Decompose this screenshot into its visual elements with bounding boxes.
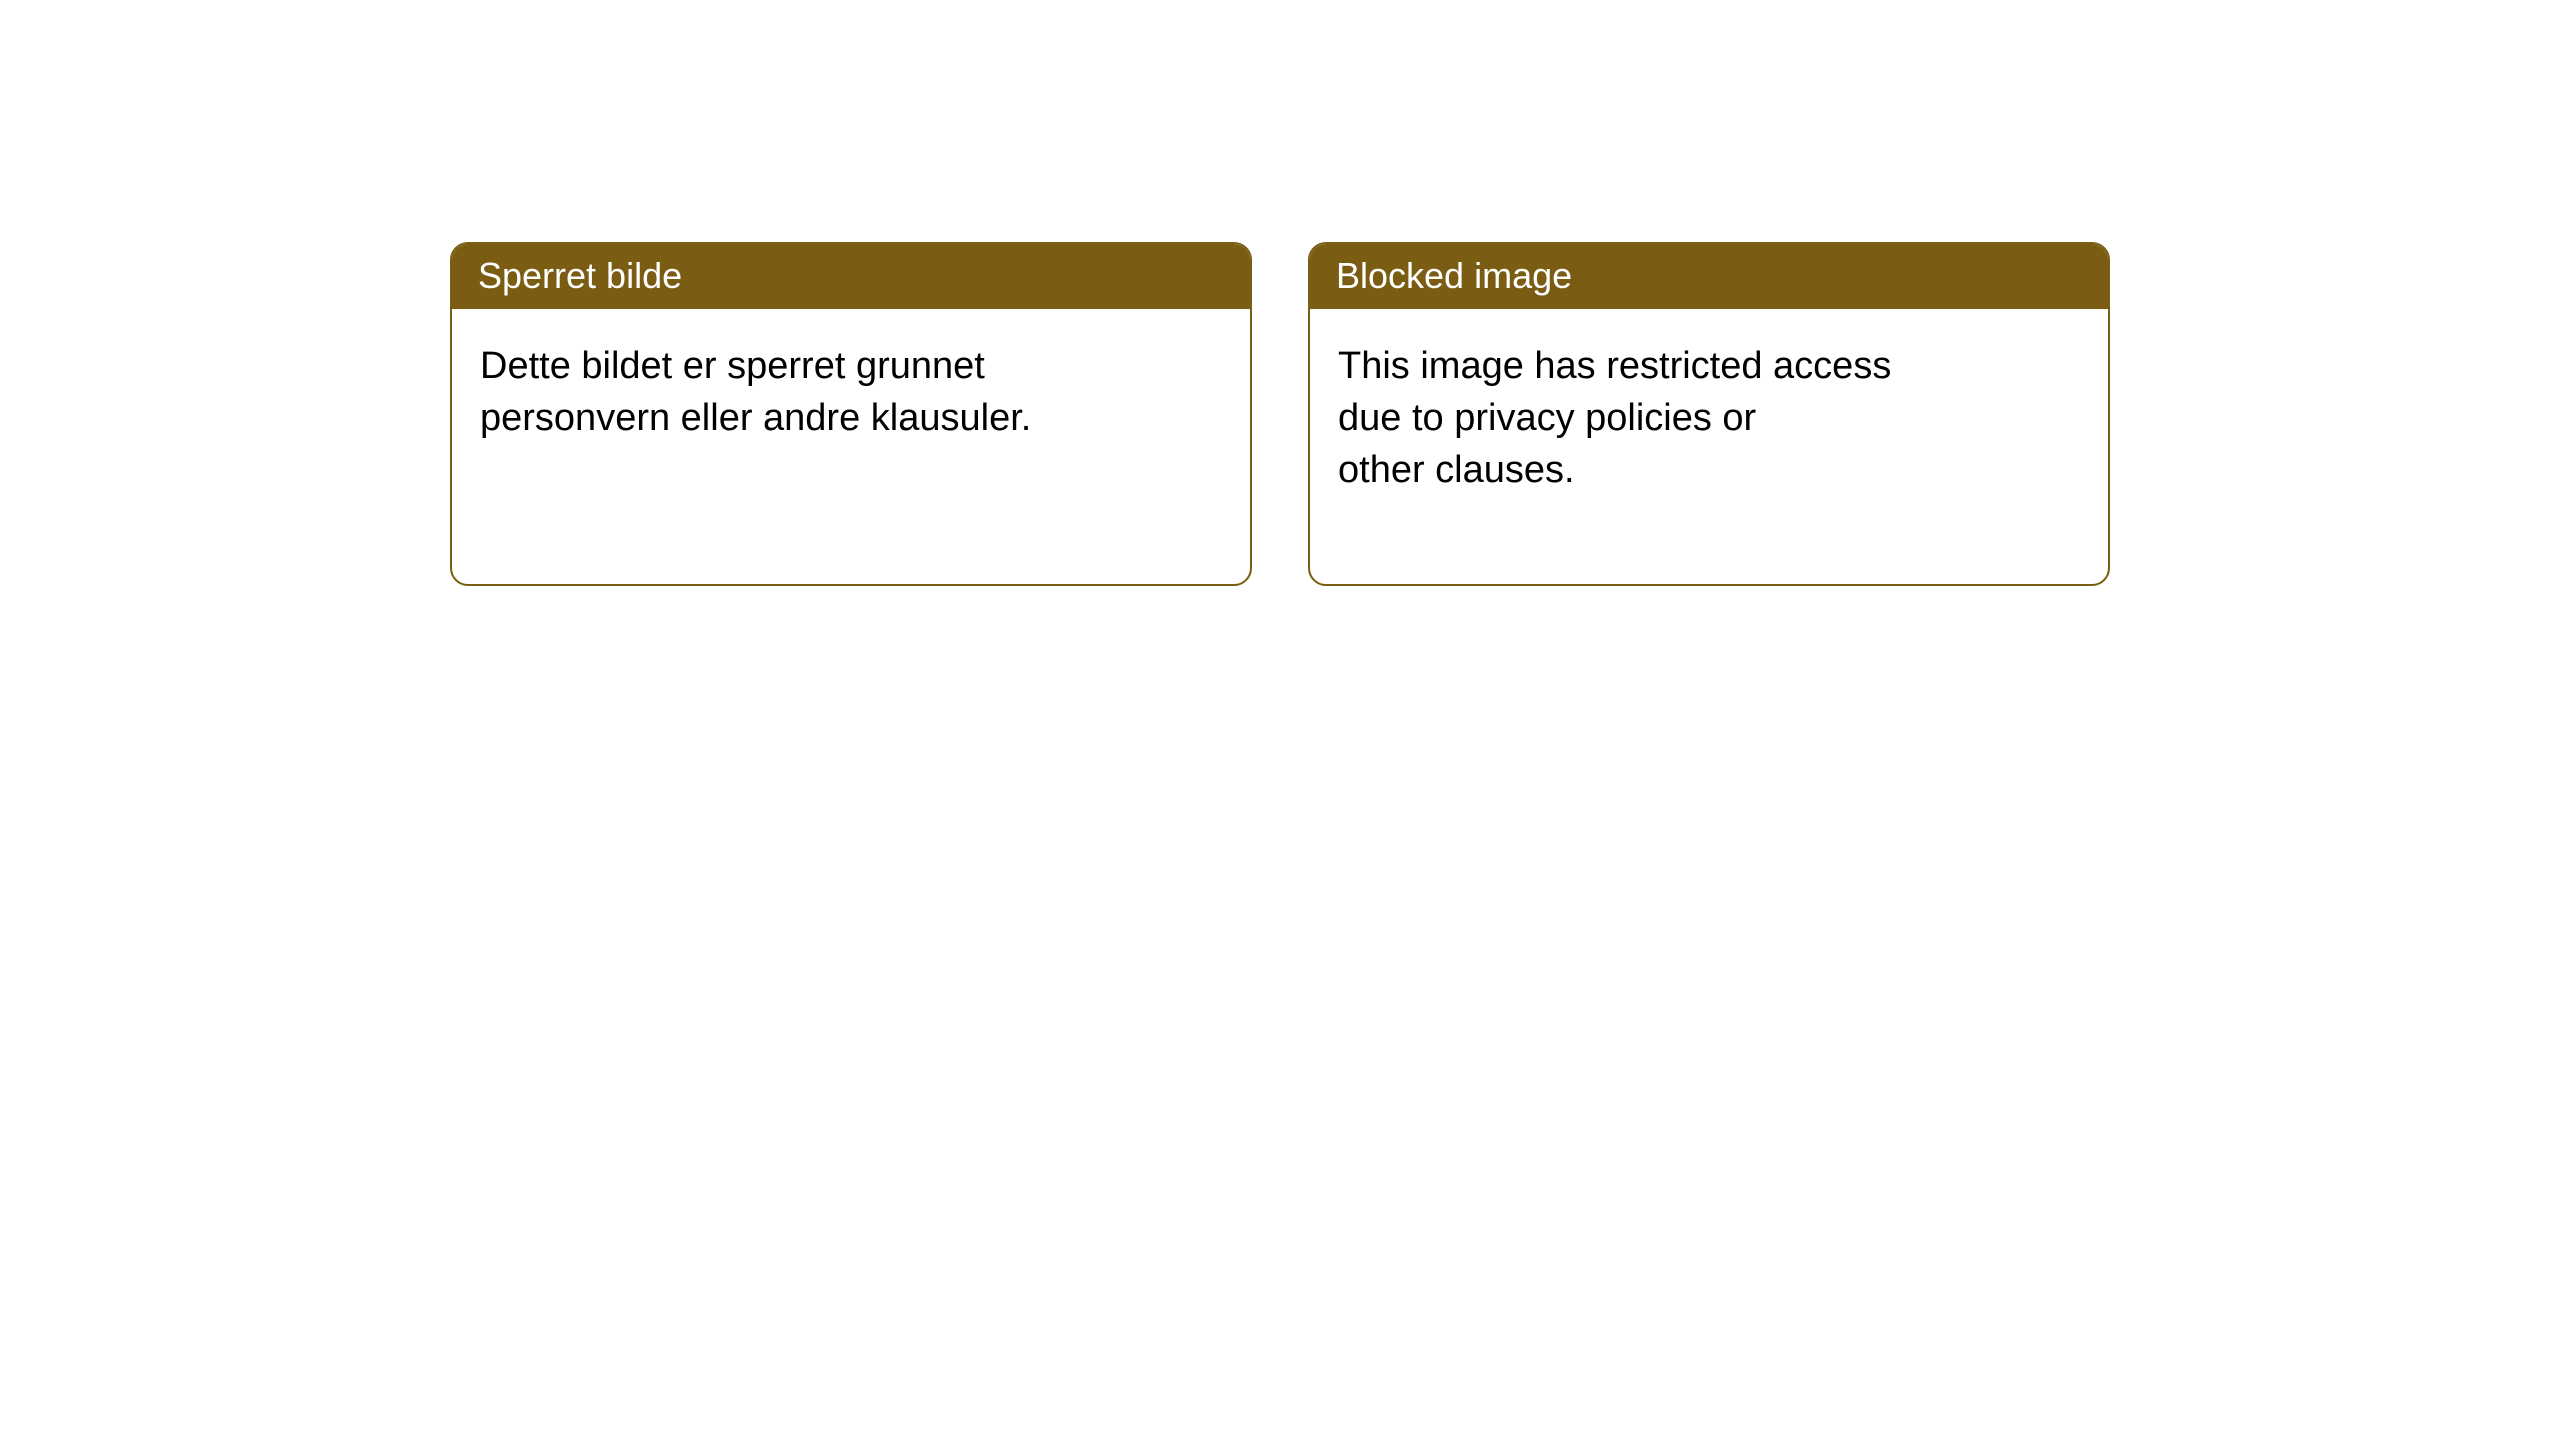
- notice-title-norwegian: Sperret bilde: [452, 244, 1250, 309]
- notice-container: Sperret bilde Dette bildet er sperret gr…: [0, 0, 2560, 586]
- notice-card-norwegian: Sperret bilde Dette bildet er sperret gr…: [450, 242, 1252, 586]
- notice-body-english: This image has restricted access due to …: [1310, 309, 2108, 584]
- notice-title-english: Blocked image: [1310, 244, 2108, 309]
- notice-card-english: Blocked image This image has restricted …: [1308, 242, 2110, 586]
- notice-body-norwegian: Dette bildet er sperret grunnet personve…: [452, 309, 1250, 532]
